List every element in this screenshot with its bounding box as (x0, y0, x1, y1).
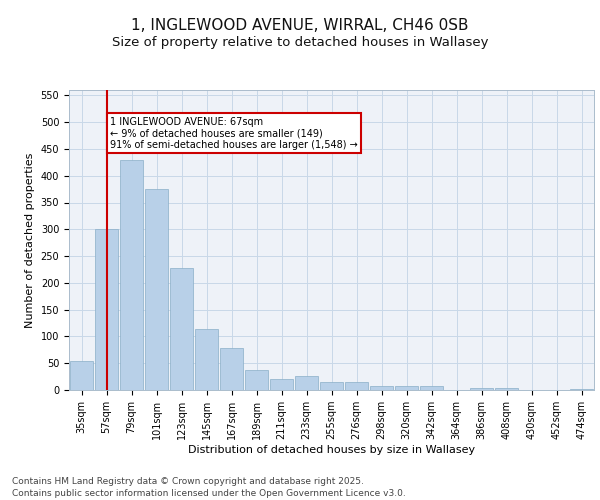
Text: Size of property relative to detached houses in Wallasey: Size of property relative to detached ho… (112, 36, 488, 49)
Bar (170, 268, 193, 390)
Bar (95, 230, 118, 390)
Text: 1, INGLEWOOD AVENUE, WIRRAL, CH46 0SB: 1, INGLEWOOD AVENUE, WIRRAL, CH46 0SB (131, 18, 469, 32)
Bar (245, 370, 268, 390)
Y-axis label: Number of detached properties: Number of detached properties (25, 152, 35, 328)
Bar (220, 348, 243, 390)
Bar (345, 382, 368, 390)
Text: 1 INGLEWOOD AVENUE: 67sqm
← 9% of detached houses are smaller (149)
91% of semi-: 1 INGLEWOOD AVENUE: 67sqm ← 9% of detach… (110, 117, 358, 150)
Bar (70, 360, 93, 390)
Bar (370, 386, 393, 390)
Bar (320, 382, 343, 390)
Bar (195, 330, 218, 390)
Bar (495, 388, 518, 390)
Bar (295, 376, 318, 390)
Bar (145, 189, 168, 390)
Bar (120, 160, 143, 390)
Text: Contains HM Land Registry data © Crown copyright and database right 2025.
Contai: Contains HM Land Registry data © Crown c… (12, 476, 406, 498)
Bar (395, 386, 418, 390)
Bar (270, 380, 293, 390)
Bar (470, 388, 493, 390)
X-axis label: Distribution of detached houses by size in Wallasey: Distribution of detached houses by size … (188, 445, 475, 455)
Bar (420, 386, 443, 390)
